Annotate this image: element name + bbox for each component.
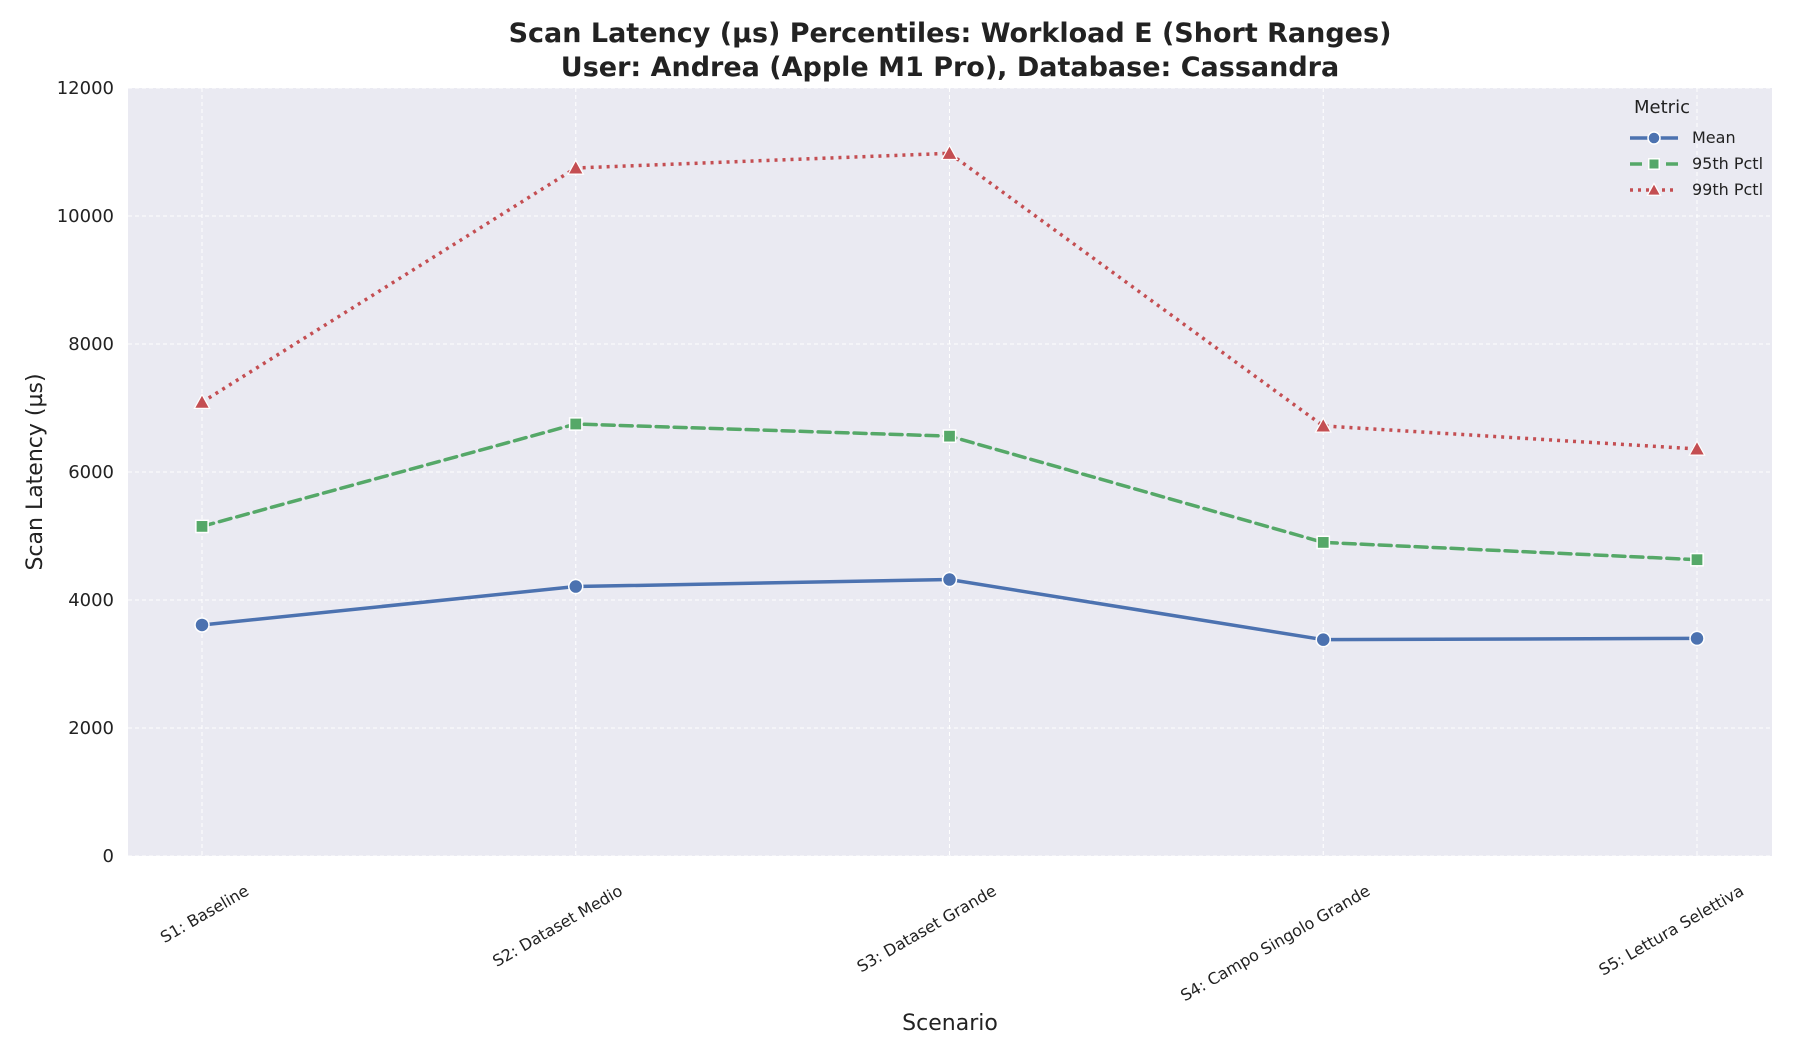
- y-tick-label: 12000: [57, 78, 114, 99]
- y-tick-label: 10000: [57, 206, 114, 227]
- data-point: [1646, 182, 1662, 196]
- series-layer: [193, 144, 1706, 648]
- chart-subtitle: User: Andrea (Apple M1 Pro), Database: C…: [561, 52, 1339, 83]
- data-point: [1688, 440, 1706, 456]
- series-line: [201, 151, 1698, 451]
- legend: Metric Mean 95th Pctl 99th Pctl: [1630, 97, 1763, 199]
- data-point: [1689, 630, 1705, 647]
- legend-label: 95th Pctl: [1692, 154, 1763, 173]
- legend-label: 99th Pctl: [1692, 180, 1763, 199]
- series-95th-pctl: [195, 417, 1704, 567]
- y-tick-labels: 0 2000 4000 6000 8000 10000 12000: [57, 78, 114, 867]
- y-tick-label: 4000: [68, 590, 114, 611]
- series-99th-pctl: [193, 144, 1706, 456]
- data-point: [1316, 535, 1331, 550]
- data-point: [1648, 158, 1660, 170]
- series-mean: [194, 571, 1705, 648]
- data-point: [568, 417, 583, 431]
- y-tick-label: 6000: [68, 462, 114, 483]
- legend-item: Mean: [1630, 128, 1736, 147]
- data-point: [568, 578, 584, 595]
- data-point: [940, 144, 959, 161]
- data-point: [1315, 631, 1331, 648]
- data-point: [567, 159, 585, 175]
- legend-item: 95th Pctl: [1630, 154, 1763, 173]
- data-point: [941, 571, 958, 588]
- y-tick-label: 8000: [68, 334, 114, 355]
- legend-title: Metric: [1634, 97, 1690, 118]
- data-point: [193, 393, 211, 409]
- data-point: [1314, 416, 1332, 433]
- chart-title: Scan Latency (µs) Percentiles: Workload …: [509, 18, 1392, 49]
- data-point: [942, 429, 957, 444]
- legend-label: Mean: [1692, 128, 1736, 147]
- x-axis-label: Scenario: [902, 1011, 998, 1036]
- legend-item: 99th Pctl: [1630, 180, 1763, 199]
- y-tick-label: 0: [103, 846, 114, 867]
- data-point: [195, 519, 209, 534]
- data-point: [194, 617, 210, 633]
- data-point: [1647, 131, 1661, 145]
- data-point: [1690, 552, 1704, 567]
- grid-layer: [128, 87, 1772, 857]
- y-tick-label: 2000: [68, 718, 114, 739]
- y-axis-label: Scan Latency (µs): [23, 373, 48, 570]
